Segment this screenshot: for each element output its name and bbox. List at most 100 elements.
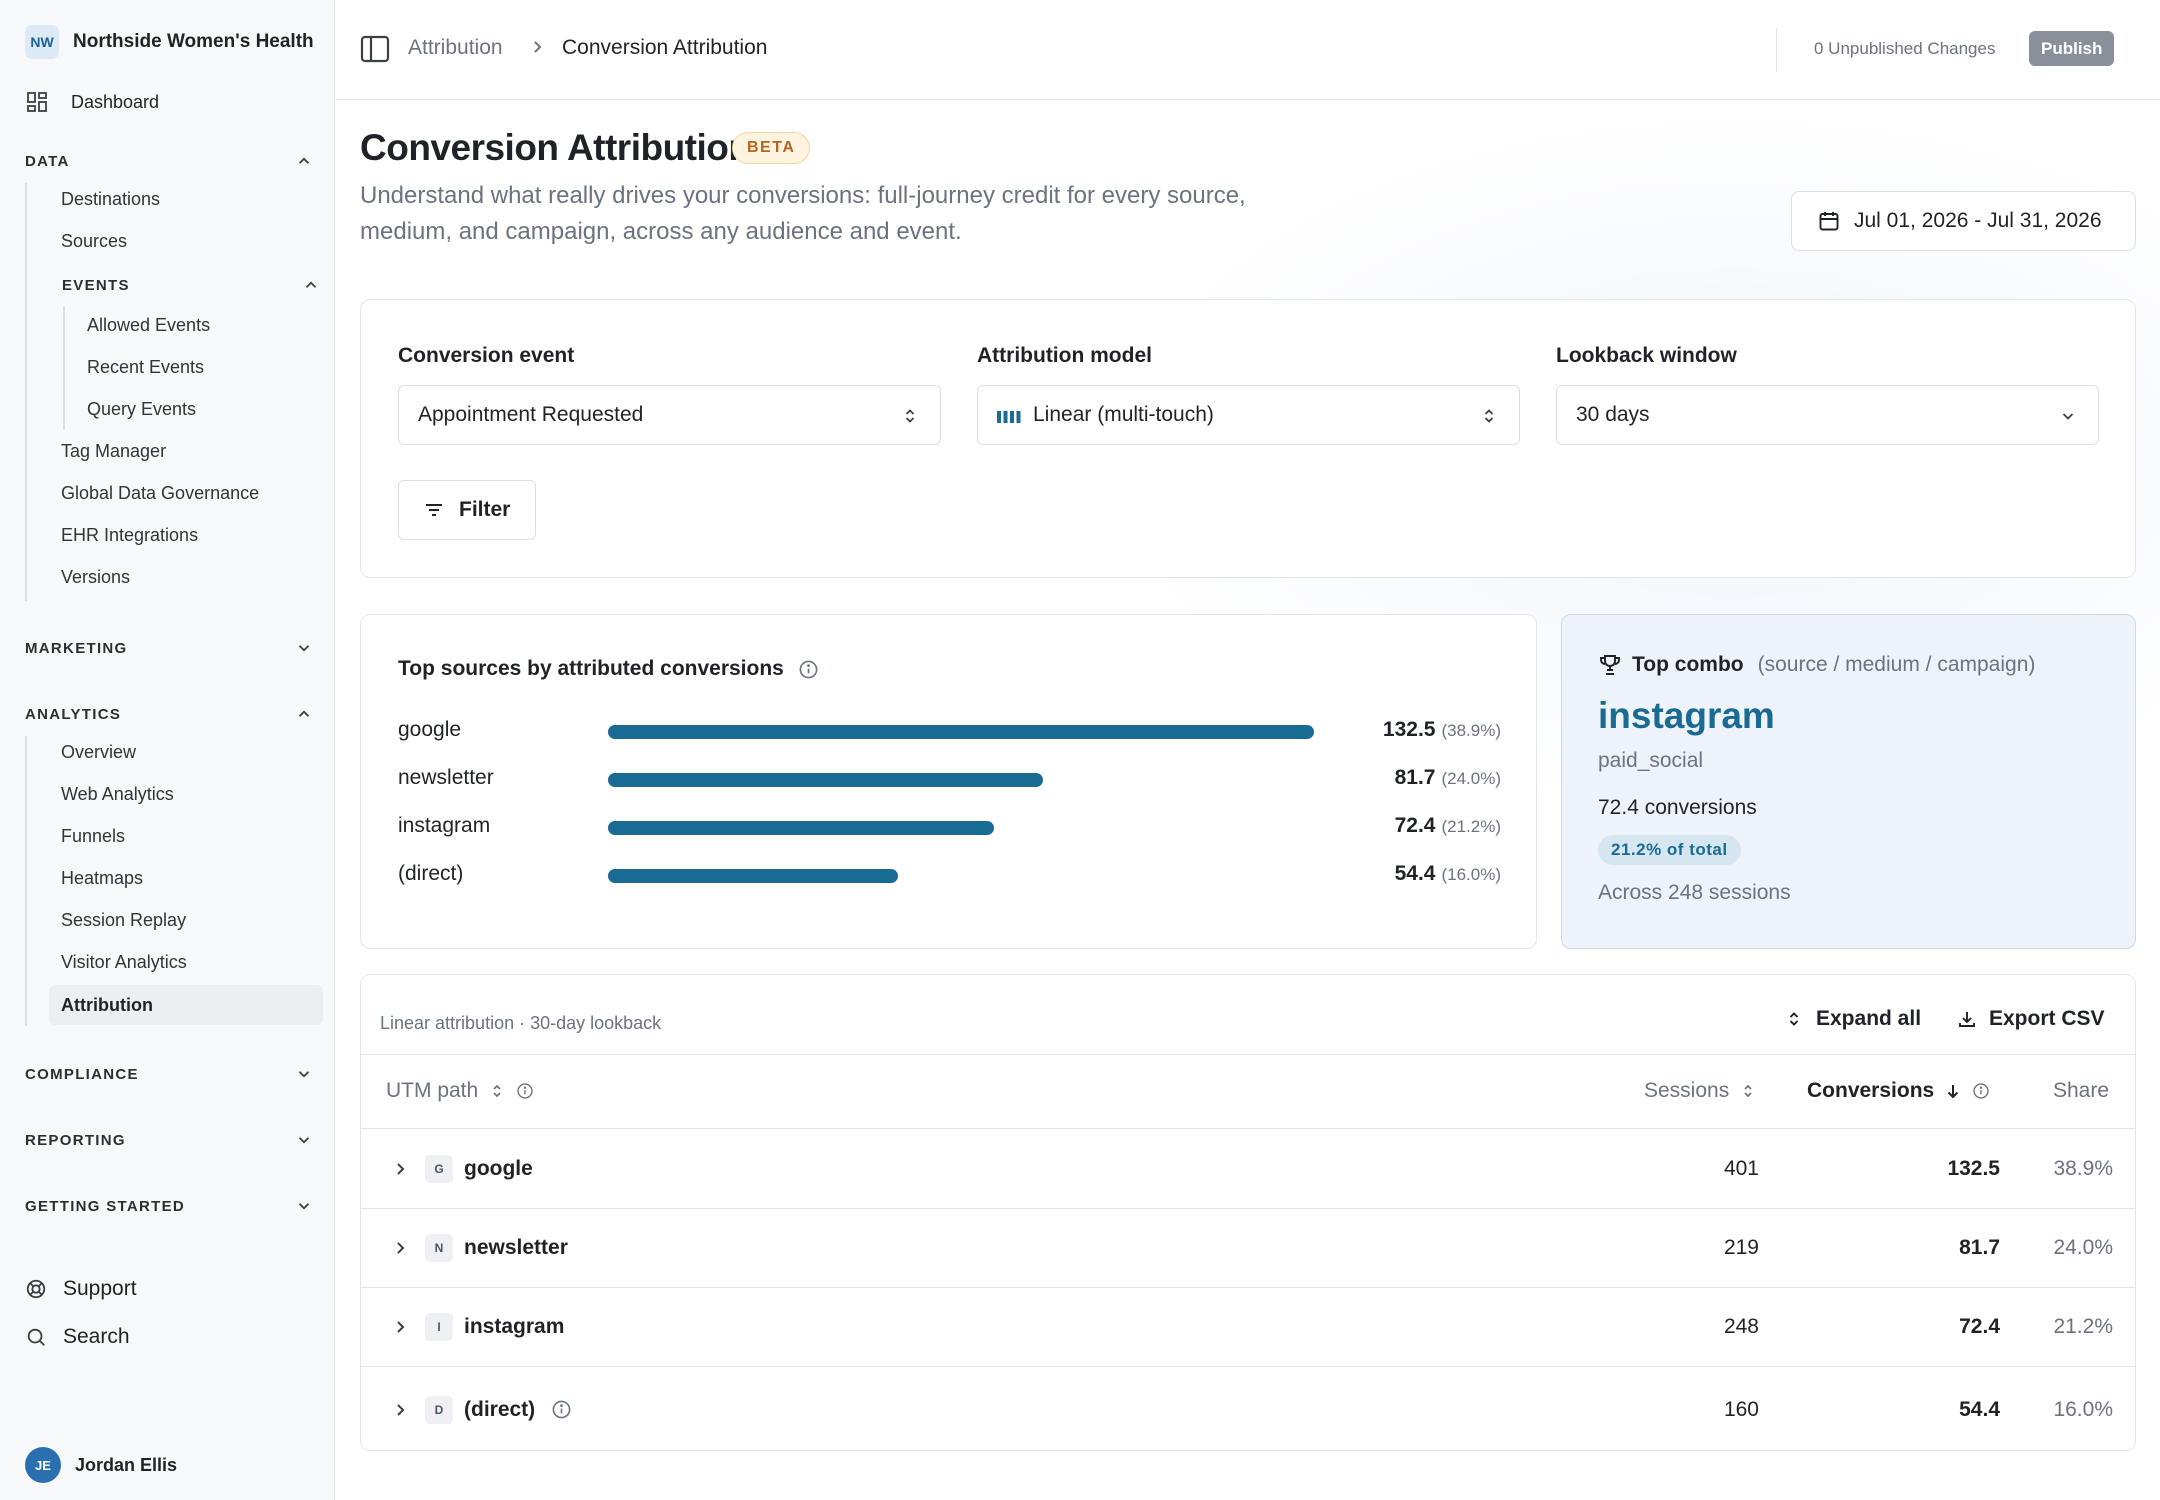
attribution-model-label: Attribution model <box>977 344 1152 367</box>
row-sessions: 248 <box>1723 1315 1759 1338</box>
sidebar-item-allowed-events[interactable]: Allowed Events <box>87 315 211 335</box>
sidebar-item-query-events[interactable]: Query Events <box>87 399 197 419</box>
section-getting-started-label: GETTING STARTED <box>25 1197 186 1215</box>
section-marketing[interactable]: MARKETING <box>25 639 313 657</box>
section-analytics[interactable]: ANALYTICS <box>25 705 313 723</box>
section-compliance-label: COMPLIANCE <box>25 1065 139 1083</box>
section-reporting-label: REPORTING <box>25 1131 126 1149</box>
nav-rail <box>25 183 27 601</box>
row-sessions: 219 <box>1723 1236 1759 1259</box>
download-icon <box>1957 1009 1977 1029</box>
arrow-down-icon <box>1944 1082 1962 1100</box>
publish-button[interactable]: Publish <box>2029 31 2115 66</box>
expand-all-button[interactable]: Expand all <box>1784 1007 1921 1031</box>
sidebar-item-sources[interactable]: Sources <box>61 231 128 251</box>
beta-badge: BETA <box>732 132 811 164</box>
source-letter-badge: D <box>425 1395 453 1424</box>
chevron-right-icon[interactable] <box>391 1160 409 1178</box>
date-range-value: Jul 01, 2026 - Jul 31, 2026 <box>1854 209 2102 232</box>
info-icon[interactable] <box>798 659 819 680</box>
column-share: Share <box>2053 1079 2109 1103</box>
chevron-right-icon[interactable] <box>391 1318 409 1336</box>
chevron-down-icon <box>295 1065 313 1083</box>
column-utm-path[interactable]: UTM path <box>386 1079 534 1103</box>
chevron-right-icon[interactable] <box>391 1239 409 1257</box>
nav-dashboard[interactable]: Dashboard <box>25 90 159 114</box>
sidebar-item-web-analytics[interactable]: Web Analytics <box>61 784 174 804</box>
chevron-right-icon <box>528 38 546 56</box>
attribution-model-select[interactable]: Linear (multi-touch) <box>977 385 1520 445</box>
source-bar <box>608 821 994 835</box>
info-icon[interactable] <box>1972 1082 1990 1100</box>
user-menu[interactable]: JE Jordan Ellis <box>25 1447 177 1483</box>
sidebar-item-global-data-governance[interactable]: Global Data Governance <box>61 483 260 503</box>
conversion-event-value: Appointment Requested <box>418 403 644 426</box>
sidebar-item-destinations[interactable]: Destinations <box>61 189 161 209</box>
column-conversions[interactable]: Conversions <box>1807 1079 1990 1103</box>
row-conversions: 72.4 <box>1959 1315 2000 1338</box>
export-csv-button[interactable]: Export CSV <box>1957 1007 2105 1031</box>
sidebar-item-heatmaps[interactable]: Heatmaps <box>61 868 144 888</box>
search-icon <box>25 1326 47 1348</box>
chevron-updown-icon <box>900 406 920 426</box>
column-share-label: Share <box>2053 1079 2110 1102</box>
org-switcher[interactable]: NW Northside Women's Health <box>25 25 314 59</box>
table-row[interactable]: D (direct) 160 54.4 16.0% <box>361 1367 2135 1450</box>
column-sessions[interactable]: Sessions <box>1644 1079 1757 1103</box>
info-icon[interactable] <box>551 1399 572 1420</box>
sidebar-item-overview[interactable]: Overview <box>61 742 137 762</box>
table-divider <box>361 1054 2135 1055</box>
chevron-updown-icon <box>1784 1009 1804 1029</box>
lookback-window-select[interactable]: 30 days <box>1556 385 2099 445</box>
chevron-right-icon[interactable] <box>391 1401 409 1419</box>
info-icon[interactable] <box>516 1082 534 1100</box>
table-caption: Linear attribution · 30-day lookback <box>380 1013 662 1033</box>
sidebar-item-versions[interactable]: Versions <box>61 567 131 587</box>
section-events-label: EVENTS <box>62 276 130 294</box>
support-link[interactable]: Support <box>25 1277 137 1301</box>
attribution-model-value: Linear (multi-touch) <box>1033 403 1214 426</box>
column-utm-path-label: UTM path <box>386 1079 479 1102</box>
source-row: google 132.5 (38.9%) <box>398 716 1501 746</box>
page-title: Conversion Attribution <box>360 127 751 168</box>
sidebar-item-ehr-integrations[interactable]: EHR Integrations <box>61 525 199 545</box>
chevron-up-icon <box>302 276 320 294</box>
section-compliance[interactable]: COMPLIANCE <box>25 1065 313 1083</box>
row-path-label: (direct) <box>464 1397 536 1421</box>
conversion-event-label: Conversion event <box>398 344 575 367</box>
breadcrumb-attribution[interactable]: Attribution <box>408 36 503 59</box>
row-conversions: 81.7 <box>1959 1236 2000 1259</box>
source-value: 54.4 (16.0%) <box>1395 862 1501 886</box>
search-link[interactable]: Search <box>25 1325 130 1349</box>
section-getting-started[interactable]: GETTING STARTED <box>25 1197 313 1215</box>
sidebar-item-recent-events[interactable]: Recent Events <box>87 357 205 377</box>
sidebar-item-tag-manager[interactable]: Tag Manager <box>61 441 167 461</box>
table-divider <box>361 1208 2135 1209</box>
top-combo-header: Top combo (source / medium / campaign) <box>1598 653 2035 677</box>
filter-button[interactable]: Filter <box>398 480 536 540</box>
row-sessions: 401 <box>1723 1156 1759 1180</box>
sidebar-item-session-replay[interactable]: Session Replay <box>61 910 187 930</box>
chevron-down-icon <box>295 1197 313 1215</box>
section-reporting[interactable]: REPORTING <box>25 1131 313 1149</box>
user-name: Jordan Ellis <box>75 1454 178 1475</box>
chevron-up-icon <box>295 152 313 170</box>
sidebar-item-attribution[interactable]: Attribution <box>49 985 323 1025</box>
top-combo-source: instagram <box>1598 695 1775 736</box>
section-events[interactable]: EVENTS <box>62 276 320 294</box>
source-value-percent: (38.9%) <box>1441 721 1501 740</box>
sidebar-item-funnels[interactable]: Funnels <box>61 826 126 846</box>
source-bar-track <box>608 773 1314 787</box>
source-bar-track <box>608 821 1314 835</box>
conversion-event-select[interactable]: Appointment Requested <box>398 385 941 445</box>
section-data[interactable]: DATA <box>25 152 313 170</box>
source-value: 132.5 (38.9%) <box>1383 718 1501 742</box>
top-combo-share-badge: 21.2% of total <box>1598 835 1741 865</box>
date-range-picker[interactable]: Jul 01, 2026 - Jul 31, 2026 <box>1791 191 2136 251</box>
sidebar-toggle-icon[interactable] <box>360 34 390 64</box>
sidebar-item-visitor-analytics[interactable]: Visitor Analytics <box>61 952 187 972</box>
source-value-number: 132.5 <box>1382 718 1436 741</box>
